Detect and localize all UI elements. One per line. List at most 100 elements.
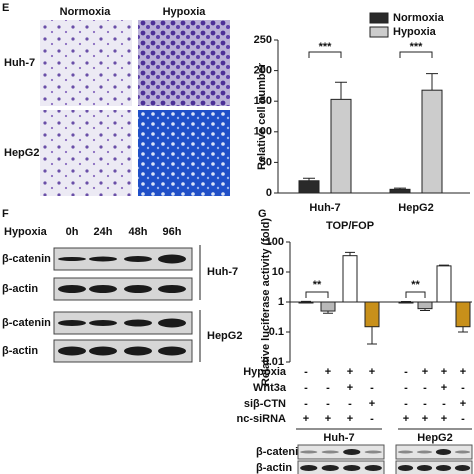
blot-label: β-catenin [256,446,305,458]
condition-sign: + [325,413,331,425]
bar [398,301,414,304]
blot-band [89,285,117,293]
y-axis-label: Relative cell number [256,62,268,170]
row-label: HepG2 [4,147,39,159]
blot-band [158,285,186,293]
timepoint: 48h [129,226,148,238]
bar [364,301,380,328]
bar [455,301,471,328]
blot-band [454,450,471,454]
condition-sign: + [347,382,353,394]
error-bar [394,187,406,190]
column-label: Hypoxia [163,6,207,18]
condition-sign: - [326,398,330,410]
condition-sign: - [442,398,446,410]
blot-band [416,465,433,471]
column-label: Normoxia [60,6,112,18]
bar [298,301,314,304]
blot-band [364,450,382,454]
panel-label: E [2,2,9,14]
y-tick-label: 250 [254,34,272,46]
legend-label: Normoxia [393,12,445,24]
condition-sign: - [423,398,427,410]
error-bar [345,251,355,256]
blot-label: β-actin [2,283,38,295]
condition-sign: + [403,413,409,425]
blot-label: β-actin [256,462,292,474]
error-bar [458,326,468,333]
significance-bracket [305,291,329,298]
significance: *** [319,41,333,53]
micrograph [138,20,230,106]
significance-bracket [308,51,342,58]
condition-sign: - [348,398,352,410]
blot-band [435,465,452,471]
y-tick-label: 50 [260,156,272,168]
condition-sign: - [304,366,308,378]
condition-label: nc-siRNA [236,413,286,425]
blot [53,277,193,301]
condition-sign: - [404,382,408,394]
blot-band [158,254,186,264]
blot [297,444,385,460]
blot-band [343,465,361,471]
blot-band [89,256,117,262]
condition-sign: + [460,366,466,378]
y-tick-label: 0.1 [269,326,284,338]
condition-sign: - [326,382,330,394]
blot-band [158,318,186,328]
blot [53,311,193,335]
micrograph [138,110,230,196]
condition-sign: - [404,366,408,378]
chart-title: TOP/FOP [326,220,374,232]
error-bar [367,326,377,345]
condition-sign: + [369,366,375,378]
blot-band [58,257,86,261]
condition-sign: - [370,382,374,394]
blot [53,339,193,363]
error-bar [420,308,430,312]
condition-sign: + [347,366,353,378]
condition-label: Hypoxia [243,366,287,378]
blot-label: β-catenin [2,253,51,265]
blot-band [58,285,86,293]
condition-sign: - [304,382,308,394]
condition-sign: + [347,413,353,425]
timepoint: 0h [66,226,79,238]
condition-sign: + [441,366,447,378]
error-bar [301,300,311,302]
error-bar [426,73,438,91]
error-bar [323,311,333,314]
blot-band [58,346,86,356]
condition-sign: + [422,366,428,378]
blot [53,247,193,271]
significance: *** [410,41,424,53]
x-tick-label: Huh-7 [309,202,340,214]
significance: ** [313,279,322,291]
significance-bracket [399,51,433,58]
condition-sign: + [441,413,447,425]
blot-label: β-actin [2,345,38,357]
group-label: HepG2 [417,432,452,444]
blot-label: β-catenin [2,317,51,329]
error-bar [439,264,449,266]
panel-label: G [258,208,267,220]
bar [330,98,352,194]
blot-band [300,450,318,454]
y-tick-label: 200 [254,65,272,77]
blot [297,460,385,474]
blot-band [416,450,433,454]
bar [389,188,411,194]
condition-sign: - [423,382,427,394]
y-tick-label: 100 [254,126,272,138]
blot-band [89,346,117,356]
blot-band [124,256,152,262]
y-tick-label: 10 [272,266,284,278]
cell-line-label: Huh-7 [207,266,238,278]
panel-label: F [2,208,9,220]
condition-sign: + [369,398,375,410]
condition-sign: + [460,398,466,410]
blot [395,444,473,460]
y-axis-label: Relative luciferase activity (fold) [260,218,272,386]
